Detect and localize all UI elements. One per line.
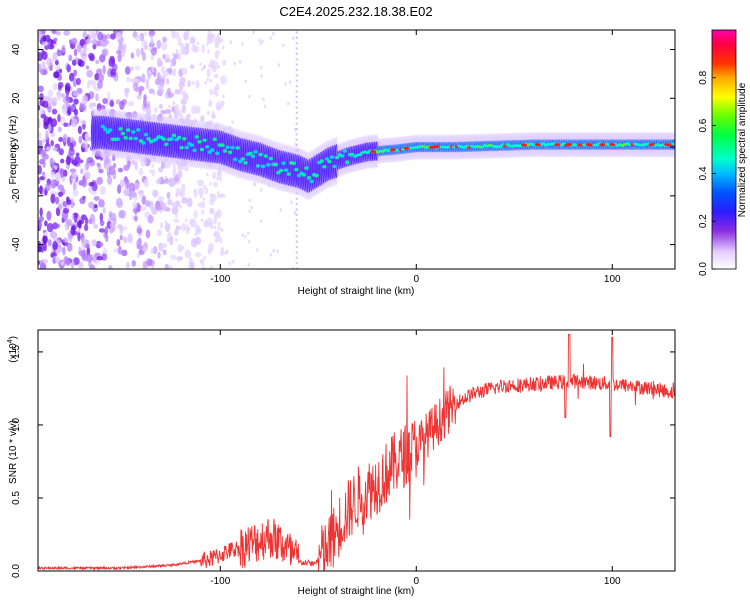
y-tick-label: -40 xyxy=(11,237,22,252)
spectrogram-panel: -100 0 100 -40 -20 0 20 40 Height of straight … xyxy=(8,29,676,297)
snr-y-ticks: 0.0 0.5 1.0 1.5 xyxy=(11,345,675,578)
x-tick-label: 100 xyxy=(604,576,621,587)
spectrogram-x-label: Height of straight line (km) xyxy=(298,286,415,297)
snr-multiplier-base: (x10 xyxy=(8,343,19,363)
x-tick-label: 0 xyxy=(413,274,419,285)
y-tick-label: -20 xyxy=(11,188,22,203)
colorbar-ticks: 0.0 0.2 0.4 0.6 0.8 xyxy=(698,70,716,276)
chart-title: C2E4.2025.232.18.38.E02 xyxy=(279,4,432,19)
y-tick-label: 40 xyxy=(11,44,22,56)
snr-multiplier-exp: 4 xyxy=(7,339,14,343)
colorbar-tick-label: 0.4 xyxy=(698,166,709,180)
x-tick-label: -100 xyxy=(210,274,230,285)
spectrogram-y-ticks: -40 -20 0 20 40 xyxy=(11,44,675,252)
snr-frame xyxy=(37,329,676,572)
colorbar: 0.0 0.2 0.4 0.6 0.8 Normalized spectral ampl… xyxy=(698,29,748,276)
colorbar-tick-label: 0.8 xyxy=(698,70,709,84)
spectrogram-frame xyxy=(37,29,676,270)
y-tick-label: 0 xyxy=(11,144,22,150)
spectrogram-y-label: Frequency (Hz) xyxy=(8,116,19,185)
y-tick-label: 20 xyxy=(11,92,22,104)
x-tick-label: -100 xyxy=(210,576,230,587)
snr-x-ticks: -100 0 100 xyxy=(210,330,621,587)
colorbar-tick-label: 0.0 xyxy=(698,262,709,276)
svg-text:(x104): (x104) xyxy=(7,336,19,363)
colorbar-tick-label: 0.6 xyxy=(698,118,709,132)
snr-panel: -100 0 100 0.0 0.5 1.0 1.5 Height of straight… xyxy=(7,329,676,597)
colorbar-tick-label: 0.2 xyxy=(698,214,709,228)
snr-series-line xyxy=(38,333,675,571)
spectrogram-heatmap xyxy=(38,30,675,269)
colorbar-label: Normalized spectral amplitude xyxy=(737,82,748,217)
snr-y-multiplier: (x104) xyxy=(7,336,19,363)
y-tick-label: 1.0 xyxy=(11,418,22,432)
y-tick-label: 0.5 xyxy=(11,491,22,505)
snr-multiplier-close: ) xyxy=(8,336,19,339)
spectrogram-x-ticks: -100 0 100 xyxy=(210,30,621,285)
snr-y-label: SNR (10 * v/v) xyxy=(8,420,19,484)
x-tick-label: 100 xyxy=(604,274,621,285)
y-tick-label: 0.0 xyxy=(11,564,22,578)
colorbar-gradient xyxy=(711,29,737,270)
snr-x-label: Height of straight line (km) xyxy=(298,586,415,597)
y-tick-label: 1.5 xyxy=(11,345,22,359)
x-tick-label: 0 xyxy=(413,576,419,587)
